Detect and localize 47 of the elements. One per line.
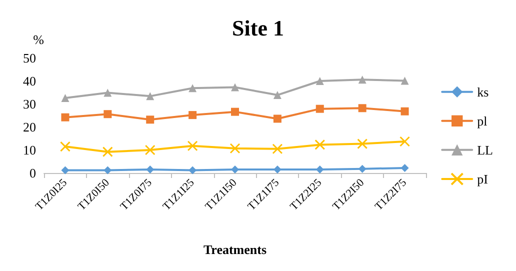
point xyxy=(358,76,366,84)
legend-label: pI xyxy=(477,172,488,186)
point xyxy=(400,164,409,172)
point xyxy=(231,83,239,92)
point xyxy=(188,111,197,120)
point xyxy=(104,166,112,174)
y-tick-label: 30 xyxy=(23,96,36,112)
x-axis-title: Treatments xyxy=(203,242,267,257)
y-tick-label: 20 xyxy=(23,120,36,134)
point xyxy=(358,164,366,173)
legend-label: ks xyxy=(477,84,489,100)
y-axis-title: % xyxy=(33,32,44,47)
y-tick-label: 0 xyxy=(30,166,36,180)
point xyxy=(231,166,239,174)
y-tick-label: 10 xyxy=(23,142,36,158)
point xyxy=(102,146,113,158)
point xyxy=(272,144,283,154)
point xyxy=(104,110,112,118)
y-tick-label: 50 xyxy=(23,50,36,66)
point xyxy=(357,138,368,150)
point xyxy=(144,144,156,156)
point xyxy=(61,113,70,122)
point xyxy=(400,136,410,147)
chart-title: Site 1 xyxy=(232,16,284,40)
legend-label: LL xyxy=(477,142,494,158)
point xyxy=(61,94,70,102)
point xyxy=(230,143,240,154)
point xyxy=(104,88,112,97)
point xyxy=(231,108,239,116)
y-tick-label: 40 xyxy=(23,74,36,88)
point xyxy=(188,84,197,92)
point xyxy=(146,116,154,124)
legend-label: pl xyxy=(477,113,488,128)
point xyxy=(61,166,70,174)
point xyxy=(273,91,282,100)
point xyxy=(400,107,409,116)
point xyxy=(273,114,282,123)
point xyxy=(358,104,366,112)
point xyxy=(188,166,197,174)
point xyxy=(146,166,154,174)
point xyxy=(146,92,154,100)
point xyxy=(316,104,324,113)
point xyxy=(187,140,198,152)
point xyxy=(60,141,70,152)
point xyxy=(314,139,326,150)
point xyxy=(400,76,409,85)
point xyxy=(316,77,324,85)
